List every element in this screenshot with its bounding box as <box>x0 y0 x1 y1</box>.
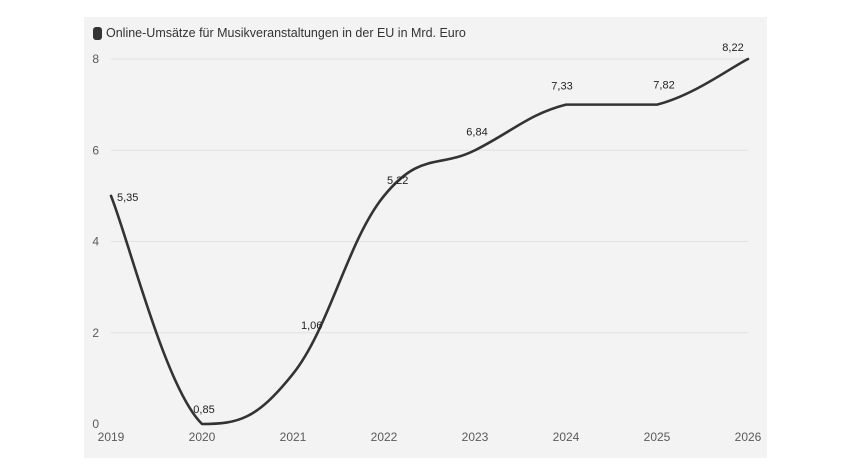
data-label: 6,84 <box>466 126 487 138</box>
y-tick-label: 8 <box>92 52 99 66</box>
data-label: 5,35 <box>117 192 138 204</box>
legend-label: Online-Umsätze für Musikveranstaltungen … <box>106 26 466 40</box>
data-label: 5,22 <box>387 175 408 187</box>
x-tick-label: 2020 <box>189 430 216 444</box>
data-labels: 5,35 0,85 1,06 5,22 6,84 7,33 7,82 8,22 <box>117 42 744 416</box>
data-label: 8,22 <box>722 42 743 54</box>
series-line <box>109 57 750 426</box>
y-tick-label: 4 <box>92 235 99 249</box>
x-axis-ticks: 2019 2020 2021 2022 2023 2024 2025 2026 <box>98 430 762 444</box>
x-tick-label: 2022 <box>371 430 398 444</box>
x-tick-label: 2025 <box>644 430 671 444</box>
x-tick-label: 2024 <box>553 430 580 444</box>
data-label: 7,82 <box>653 80 674 92</box>
x-tick-label: 2021 <box>280 430 307 444</box>
legend-swatch <box>93 26 102 40</box>
data-label: 0,85 <box>193 404 214 416</box>
data-label: 7,33 <box>551 81 572 93</box>
data-label: 1,06 <box>301 320 322 332</box>
grid-lines <box>111 58 748 334</box>
legend[interactable]: Online-Umsätze für Musikveranstaltungen … <box>93 25 466 41</box>
y-axis-ticks: 0 2 4 6 8 <box>92 52 99 431</box>
y-tick-label: 6 <box>92 143 99 157</box>
x-tick-label: 2026 <box>735 430 762 444</box>
x-tick-label: 2019 <box>98 430 125 444</box>
y-tick-label: 2 <box>92 326 99 340</box>
chart-panel <box>84 17 767 458</box>
x-tick-label: 2023 <box>462 430 489 444</box>
series-lines <box>109 57 750 426</box>
y-tick-label: 0 <box>92 417 99 431</box>
